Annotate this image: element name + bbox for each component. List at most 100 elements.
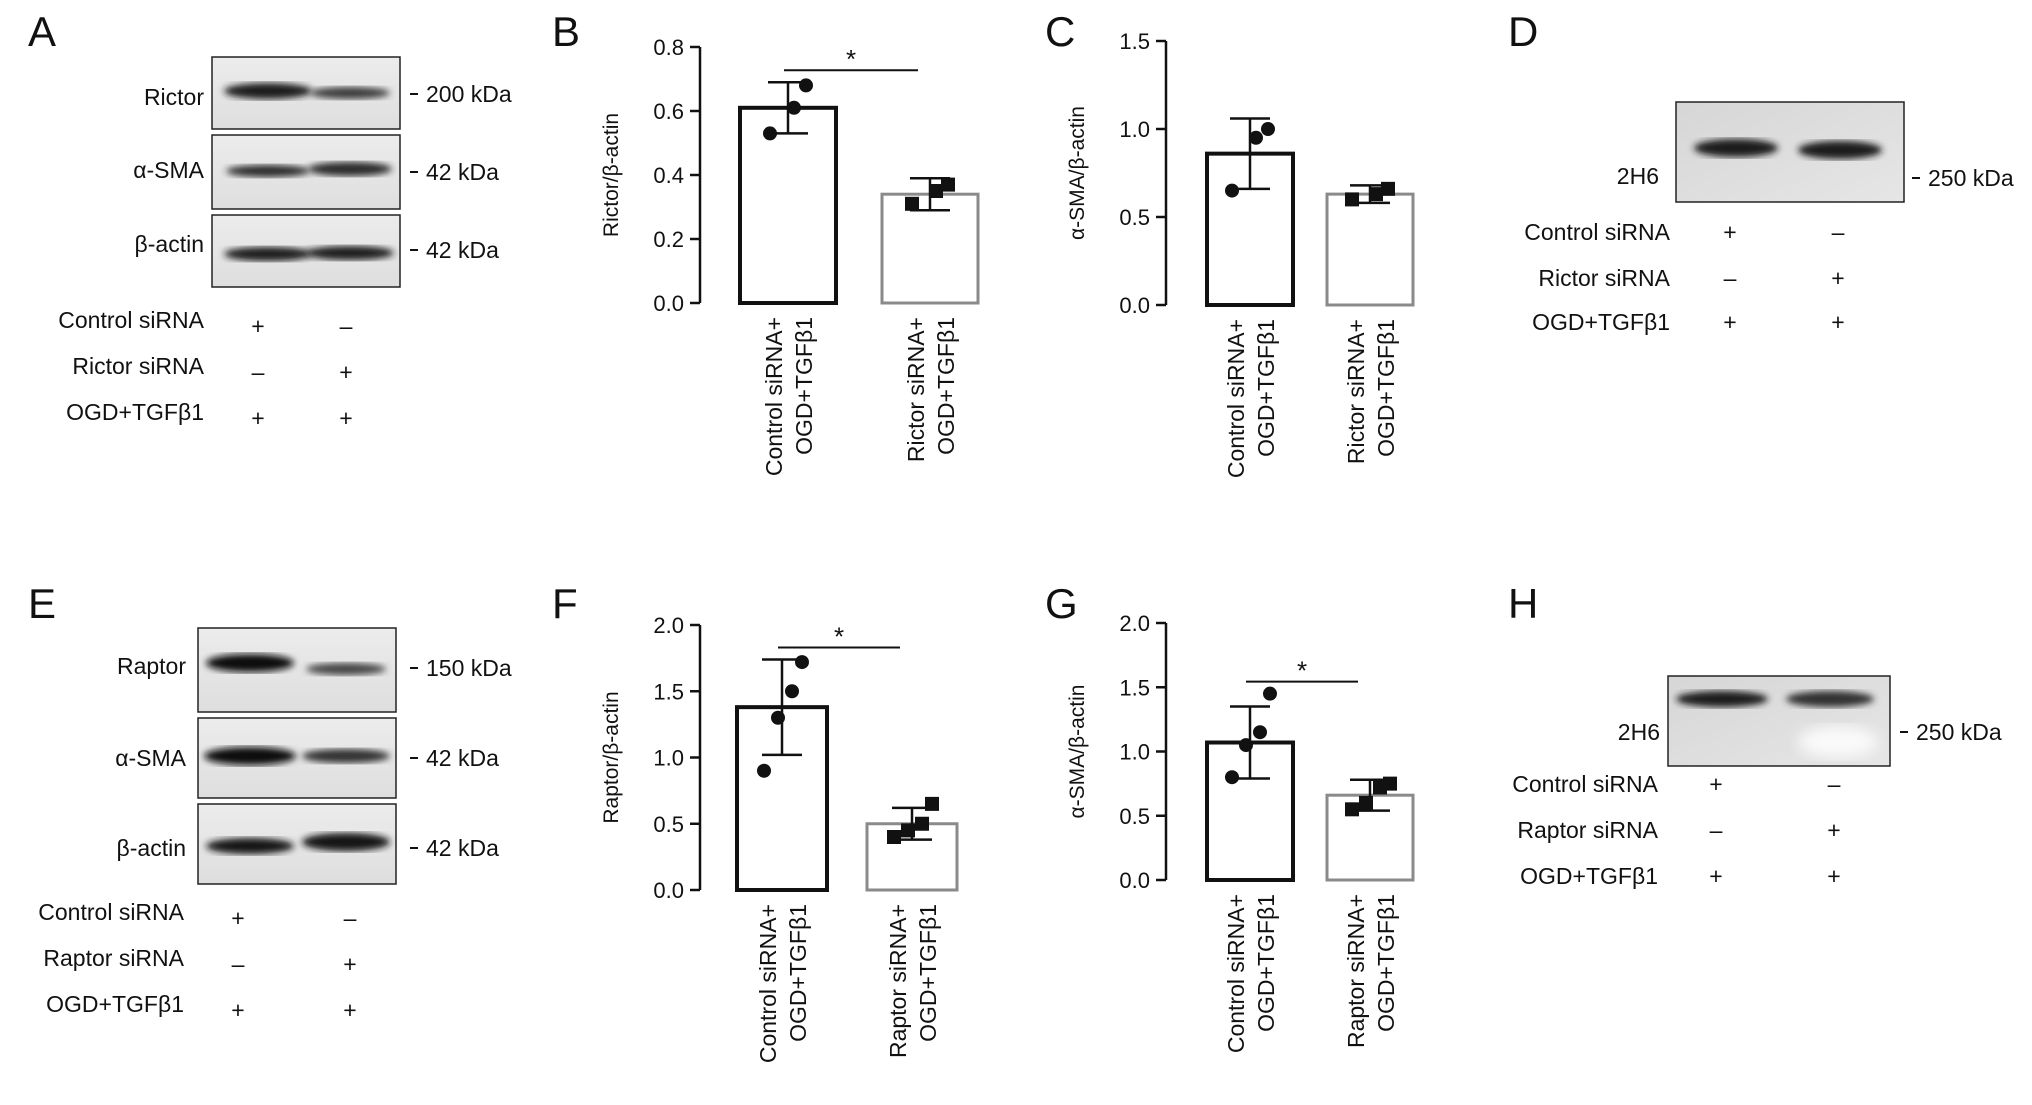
blot-a-sign: +	[339, 359, 352, 385]
panel-letter-f: F	[552, 580, 578, 627]
blot-a-condition-label: Rictor siRNA	[72, 353, 204, 379]
chart-b-tick-label: 0.6	[653, 99, 684, 124]
chart-c-tick-label: 0.0	[1119, 293, 1150, 318]
panel-letter-c: C	[1045, 8, 1075, 55]
blot-e-sign: +	[343, 951, 356, 977]
chart-c-bar	[1325, 192, 1415, 307]
chart-g-data-point	[1345, 802, 1359, 817]
blot-d-marker: 250 kDa	[1928, 165, 2014, 191]
chart-g: 0.0 0.5 1.0 1.5 2.0 α-SMA/β-actin Control siRN…	[1066, 611, 1415, 1053]
blot-d-condition-label: Control siRNA	[1524, 219, 1670, 245]
blot-e-band	[206, 838, 294, 854]
blot-a-marker: 200 kDa	[426, 81, 512, 107]
chart-c-tick-label: 1.0	[1119, 117, 1150, 142]
chart-c-data-point	[1381, 181, 1395, 196]
blot-a-band	[226, 165, 310, 177]
blot-d-band	[1798, 141, 1882, 159]
chart-f-category-label: Raptor siRNA+ OGD+TGFβ1	[885, 904, 941, 1058]
blot-a-band-label: Rictor	[144, 84, 204, 110]
chart-g-tick-label: 0.0	[1119, 868, 1150, 893]
chart-g-tick-label: 1.0	[1119, 740, 1150, 765]
chart-c-category-line: Control siRNA+	[1223, 319, 1249, 478]
blot-h-band	[1676, 691, 1768, 707]
chart-b-y-axis-label: Rictor/β-actin	[600, 113, 623, 237]
chart-f-tick-label: 1.0	[653, 746, 684, 771]
chart-b-data-point	[941, 177, 955, 192]
blot-h-sign: +	[1827, 817, 1840, 843]
blot-e-sign: –	[232, 951, 245, 977]
panel-letter-d: D	[1508, 8, 1538, 55]
blot-e-band-label: α-SMA	[115, 745, 186, 771]
chart-b-category-line: OGD+TGFβ1	[933, 317, 959, 455]
chart-c-category-line: OGD+TGFβ1	[1253, 319, 1279, 457]
chart-g-tick-label: 2.0	[1119, 611, 1150, 636]
blot-d-sign: +	[1723, 219, 1736, 245]
chart-g-category-line: OGD+TGFβ1	[1253, 894, 1279, 1032]
chart-b-category-line: Control siRNA+	[761, 317, 787, 476]
blot-a-sign: +	[251, 313, 264, 339]
chart-f-category-line: OGD+TGFβ1	[785, 904, 811, 1042]
chart-c-category-label: Rictor siRNA+ OGD+TGFβ1	[1343, 319, 1399, 464]
blot-a-condition-label: OGD+TGFβ1	[66, 399, 204, 425]
blot-e: Raptor α-SMA β-actin 150 kDa 42 kDa 42 k…	[38, 627, 512, 1023]
chart-g-data-point	[1225, 770, 1239, 785]
chart-f-tick-label: 2.0	[653, 613, 684, 638]
chart-b-bar	[880, 192, 980, 305]
chart-f-y-axis-label: Raptor/β-actin	[600, 691, 623, 823]
blot-a-condition-label: Control siRNA	[58, 307, 204, 333]
chart-b-category-label: Rictor siRNA+ OGD+TGFβ1	[903, 317, 959, 462]
blot-d-sign: +	[1831, 309, 1844, 335]
chart-b-category-line: OGD+TGFβ1	[791, 317, 817, 455]
chart-f-data-point	[795, 655, 809, 670]
chart-b-data-point	[929, 184, 943, 198]
blot-d-condition-label: OGD+TGFβ1	[1532, 309, 1670, 335]
chart-f-data-point	[757, 763, 771, 778]
chart-f-data-point	[915, 816, 929, 831]
chart-g-tick-label: 0.5	[1119, 804, 1150, 829]
blot-d-condition-label: Rictor siRNA	[1538, 265, 1670, 291]
chart-f-category-line: Raptor siRNA+	[885, 904, 911, 1058]
blot-e-band	[302, 749, 390, 763]
chart-b-category-line: Rictor siRNA+	[903, 317, 929, 462]
blot-e-sign: –	[344, 905, 357, 931]
chart-c-category-line: Rictor siRNA+	[1343, 319, 1369, 464]
blot-e-marker: 42 kDa	[426, 745, 499, 771]
blot-e-band-label: Raptor	[117, 653, 186, 679]
chart-f-data-point	[901, 823, 915, 838]
panel-letter-e: E	[28, 580, 56, 627]
chart-b-tick-label: 0.0	[653, 291, 684, 316]
blot-h-band-label: 2H6	[1618, 719, 1660, 745]
chart-f-category-line: Control siRNA+	[755, 904, 781, 1063]
chart-b-data-point	[905, 196, 919, 211]
chart-g-data-point	[1239, 738, 1253, 753]
blot-h-sign: –	[1828, 771, 1841, 797]
blot-a-sign: –	[252, 359, 265, 385]
blot-h-sign: +	[1709, 771, 1722, 797]
chart-b-tick-label: 0.8	[653, 35, 684, 60]
blot-e-band	[206, 654, 294, 672]
chart-g-data-point	[1359, 795, 1373, 810]
panel-letters: A B C D E F G H	[28, 8, 1538, 627]
blot-a-sign: –	[340, 313, 353, 339]
chart-g-y-axis-label: α-SMA/β-actin	[1066, 685, 1089, 819]
chart-g-data-point	[1253, 725, 1267, 740]
panel-letter-h: H	[1508, 580, 1538, 627]
blot-e-marker: 42 kDa	[426, 835, 499, 861]
chart-c-data-point	[1345, 192, 1359, 207]
blot-d-sign: +	[1723, 309, 1736, 335]
chart-g-data-point	[1263, 686, 1277, 701]
chart-c-tick-label: 1.5	[1119, 29, 1150, 54]
blot-h-condition-label: Control siRNA	[1512, 771, 1658, 797]
blot-a: Rictor α-SMA β-actin 200 kDa 42 kDa 42 k…	[58, 56, 512, 431]
panel-letter-g: G	[1045, 580, 1078, 627]
chart-c-data-point	[1225, 183, 1239, 198]
chart-b: 0.0 0.2 0.4 0.6 0.8 Rictor/β-actin Control siR…	[600, 35, 980, 476]
blot-a-band	[308, 162, 392, 176]
blot-d-band-label: 2H6	[1617, 163, 1659, 189]
chart-b-tick-label: 0.2	[653, 227, 684, 252]
blot-a-sign: +	[251, 405, 264, 431]
blot-e-band-label: β-actin	[117, 835, 186, 861]
chart-f-significance-star: *	[834, 621, 844, 651]
chart-f-tick-label: 0.0	[653, 878, 684, 903]
